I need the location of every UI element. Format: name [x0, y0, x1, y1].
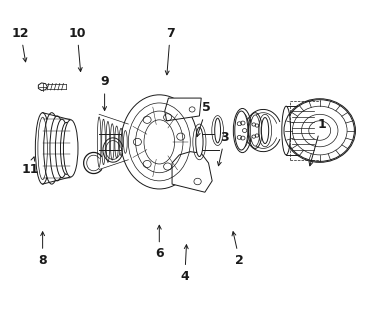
Text: 11: 11: [21, 157, 39, 176]
Text: 2: 2: [232, 232, 244, 267]
Ellipse shape: [121, 95, 198, 189]
Ellipse shape: [196, 127, 203, 156]
Text: 6: 6: [155, 225, 164, 260]
Ellipse shape: [261, 118, 269, 143]
Ellipse shape: [63, 120, 78, 177]
Text: 12: 12: [12, 27, 30, 62]
Ellipse shape: [60, 123, 72, 174]
Circle shape: [285, 100, 354, 161]
Text: 4: 4: [180, 245, 189, 283]
Text: 10: 10: [68, 27, 86, 71]
Text: 7: 7: [165, 27, 175, 75]
Ellipse shape: [50, 116, 64, 181]
Ellipse shape: [36, 113, 50, 184]
Text: 3: 3: [217, 130, 229, 166]
Text: 8: 8: [38, 232, 47, 267]
Ellipse shape: [44, 113, 60, 184]
Text: 5: 5: [197, 101, 211, 137]
Polygon shape: [286, 106, 305, 155]
Text: 1: 1: [309, 118, 326, 166]
Ellipse shape: [215, 118, 221, 143]
Ellipse shape: [55, 119, 68, 178]
Ellipse shape: [235, 111, 248, 150]
Text: 9: 9: [100, 75, 109, 111]
Polygon shape: [165, 98, 201, 121]
Ellipse shape: [282, 106, 291, 155]
Ellipse shape: [250, 115, 260, 146]
Polygon shape: [38, 83, 47, 91]
Polygon shape: [172, 152, 212, 192]
